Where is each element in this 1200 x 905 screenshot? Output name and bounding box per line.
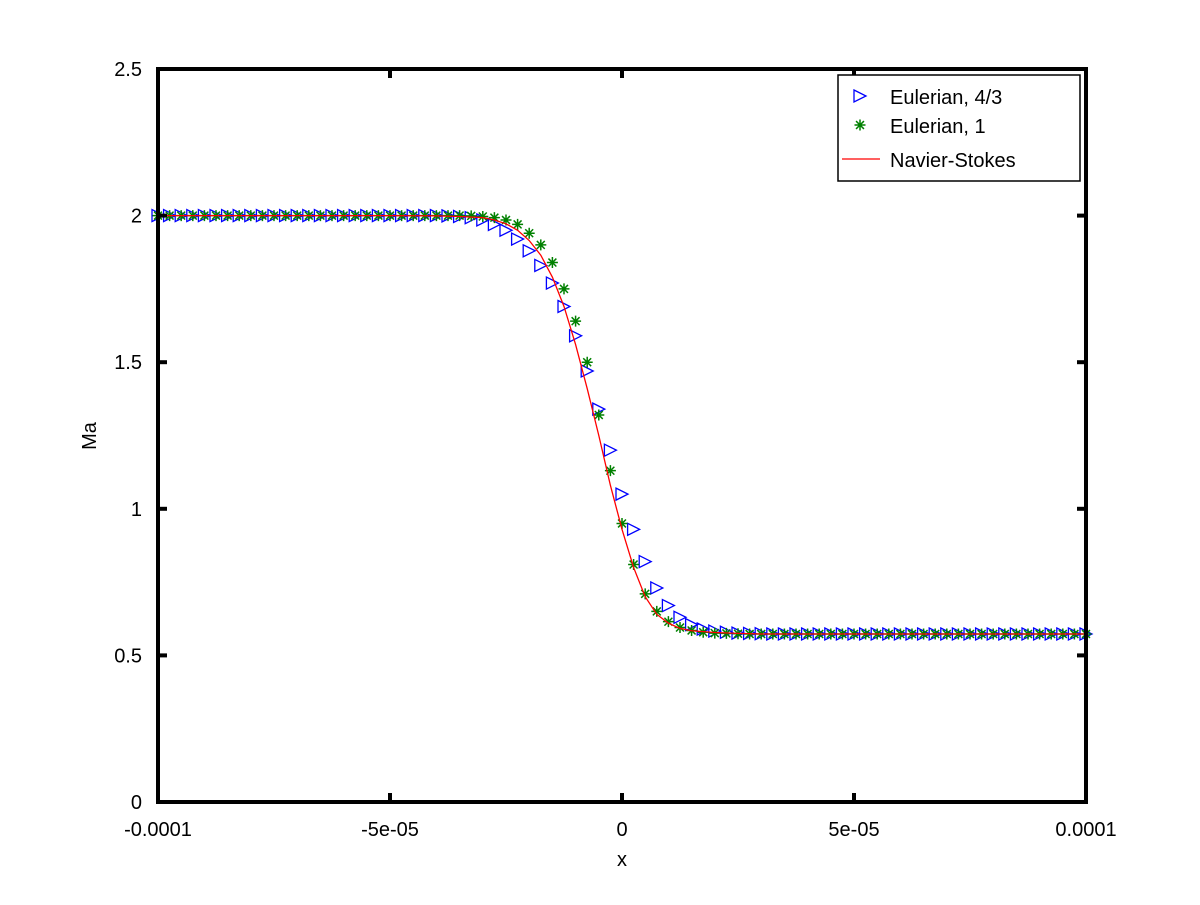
data-point — [522, 243, 537, 258]
data-point — [673, 610, 688, 625]
x-tick-label: -5e-05 — [361, 819, 419, 841]
data-point — [523, 227, 535, 239]
data-point — [465, 210, 477, 222]
legend: Eulerian, 4/3 Eulerian, 1 Navier-Stokes — [837, 74, 1081, 182]
data-point — [512, 218, 524, 230]
legend-marker — [853, 88, 868, 104]
legend-label: Navier-Stokes — [890, 150, 1016, 172]
data-point — [593, 409, 605, 421]
data-point — [580, 363, 595, 379]
legend-symbol — [853, 88, 868, 104]
legend-symbol — [854, 119, 866, 131]
series-layer — [151, 208, 1094, 642]
data-point — [557, 299, 572, 314]
data-point — [650, 580, 665, 596]
data-point — [568, 328, 584, 343]
legend-box — [837, 74, 1081, 182]
x-tick-label: 0.0001 — [1055, 819, 1116, 841]
data-point — [674, 622, 686, 634]
data-point — [570, 315, 582, 327]
data-point — [628, 559, 640, 571]
plot-area-background — [158, 69, 1086, 802]
data-point — [616, 517, 628, 529]
data-point — [499, 223, 514, 238]
data-point — [477, 210, 489, 222]
data-point — [545, 275, 560, 291]
data-point — [488, 212, 500, 224]
data-point — [604, 465, 616, 477]
data-point — [639, 588, 651, 600]
y-tick-label: 0.5 — [114, 645, 142, 667]
data-point — [662, 616, 674, 628]
x-tick-label: -0.0001 — [124, 819, 192, 841]
data-point — [535, 239, 547, 251]
y-tick-label: 0 — [131, 792, 142, 814]
legend-marker — [854, 119, 866, 131]
data-point — [558, 283, 570, 295]
legend-label: Eulerian, 4/3 — [890, 87, 1002, 109]
data-point — [510, 232, 526, 247]
data-point — [500, 214, 512, 226]
y-axis-label: Ma — [79, 421, 101, 450]
data-point — [534, 258, 549, 273]
data-point — [638, 554, 653, 569]
x-axis-label: x — [617, 849, 627, 871]
series-line — [158, 214, 1086, 635]
data-point — [603, 443, 618, 458]
series-navier-stokes — [158, 214, 1086, 635]
y-tick-label: 2 — [131, 206, 142, 228]
data-point — [454, 210, 466, 222]
y-tick-label: 1 — [131, 499, 142, 521]
data-point — [626, 522, 642, 537]
plot-area-frame — [156, 67, 1088, 804]
data-point — [546, 257, 558, 269]
data-point — [651, 605, 663, 617]
y-tick-label: 1.5 — [114, 352, 142, 374]
y-tick-label: 2.5 — [114, 59, 142, 81]
x-tick-label: 0 — [616, 819, 627, 841]
x-tick-label: 5e-05 — [828, 819, 879, 841]
data-point — [661, 598, 676, 613]
legend-label: Eulerian, 1 — [890, 116, 986, 138]
data-point — [581, 356, 593, 368]
data-point — [615, 487, 630, 502]
